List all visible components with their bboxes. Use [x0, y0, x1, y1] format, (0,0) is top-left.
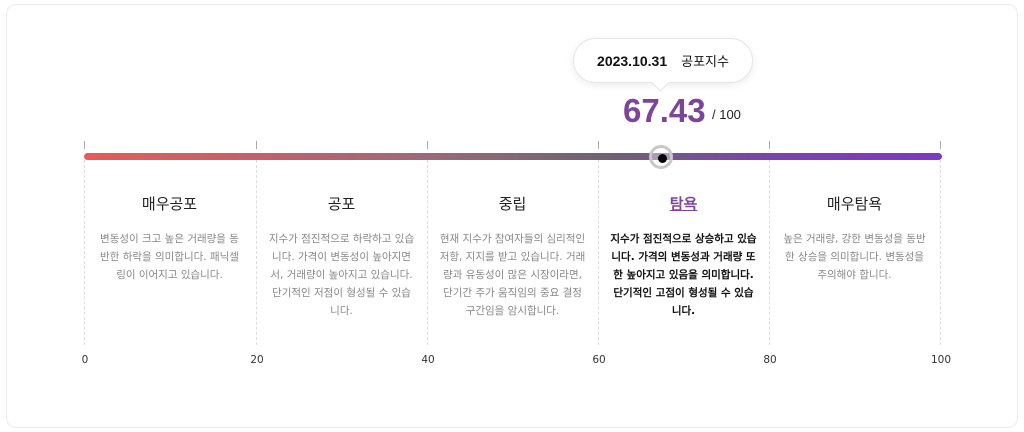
segment-0: 매우공포 변동성이 크고 높은 거래량을 동반한 하락을 의미합니다. 패닉셀링…: [84, 193, 255, 284]
date-tooltip: 2023.10.31 공포지수: [573, 38, 753, 83]
fear-greed-card: [6, 4, 1018, 428]
gauge-tick: [84, 141, 85, 149]
scale-label: 0: [81, 354, 89, 366]
tooltip-date: 2023.10.31: [597, 52, 668, 69]
segment-1: 공포 지수가 점진적으로 하락하고 있습니다. 가격이 변동성이 높아지면서, …: [256, 193, 427, 320]
scale-label: 100: [930, 354, 952, 366]
segment-divider: [598, 160, 599, 345]
segment-divider: [769, 160, 770, 345]
gauge-bar: [84, 153, 942, 160]
gauge-tick: [769, 141, 770, 149]
gauge-tick: [598, 141, 599, 149]
scale-label: 60: [592, 354, 606, 366]
index-value: 67.43: [623, 92, 706, 129]
segment-divider: [427, 160, 428, 345]
scale-label: 20: [250, 354, 264, 366]
segment-title[interactable]: 탐욕: [669, 195, 698, 213]
segment-desc: 지수가 점진적으로 상승하고 있습니다. 가격의 변동성과 거래량 또한 높아지…: [610, 233, 757, 317]
segment-4: 매우탐욕 높은 거래량, 강한 변동성을 동반한 상승을 의미합니다. 변동성을…: [769, 193, 940, 284]
gauge-tick: [256, 141, 257, 149]
segment-divider: [256, 160, 257, 345]
segment-desc: 현재 지수가 참여자들의 심리적인 저항, 지지를 받고 있습니다. 거래량과 …: [439, 233, 586, 317]
segment-2: 중립 현재 지수가 참여자들의 심리적인 저항, 지지를 받고 있습니다. 거래…: [427, 193, 598, 320]
gauge-marker: [649, 145, 674, 169]
segment-desc: 높은 거래량, 강한 변동성을 동반한 상승을 의미합니다. 변동성을 주의해야…: [783, 233, 926, 281]
segment-title: 중립: [498, 195, 527, 213]
scale-label: 80: [763, 354, 777, 366]
marker-dot: [658, 154, 668, 163]
segment-desc: 변동성이 크고 높은 거래량을 동반한 하락을 의미합니다. 패닉셀링이 이어지…: [100, 233, 239, 281]
tooltip-label: 공포지수: [681, 55, 729, 70]
segment-divider: [940, 160, 941, 345]
gauge-tick: [940, 141, 941, 149]
segment-title: 공포: [327, 195, 356, 213]
segment-title: 매우공포: [141, 195, 198, 213]
scale-label: 40: [421, 354, 435, 366]
segment-desc: 지수가 점진적으로 하락하고 있습니다. 가격이 변동성이 높아지면서, 거래량…: [268, 233, 415, 317]
segment-divider: [84, 160, 85, 345]
index-max: / 100: [712, 107, 741, 122]
gauge-tick: [427, 141, 428, 149]
segment-3: 탐욕 지수가 점진적으로 상승하고 있습니다. 가격의 변동성과 거래량 또한 …: [598, 193, 769, 320]
segment-title: 매우탐욕: [826, 195, 883, 213]
